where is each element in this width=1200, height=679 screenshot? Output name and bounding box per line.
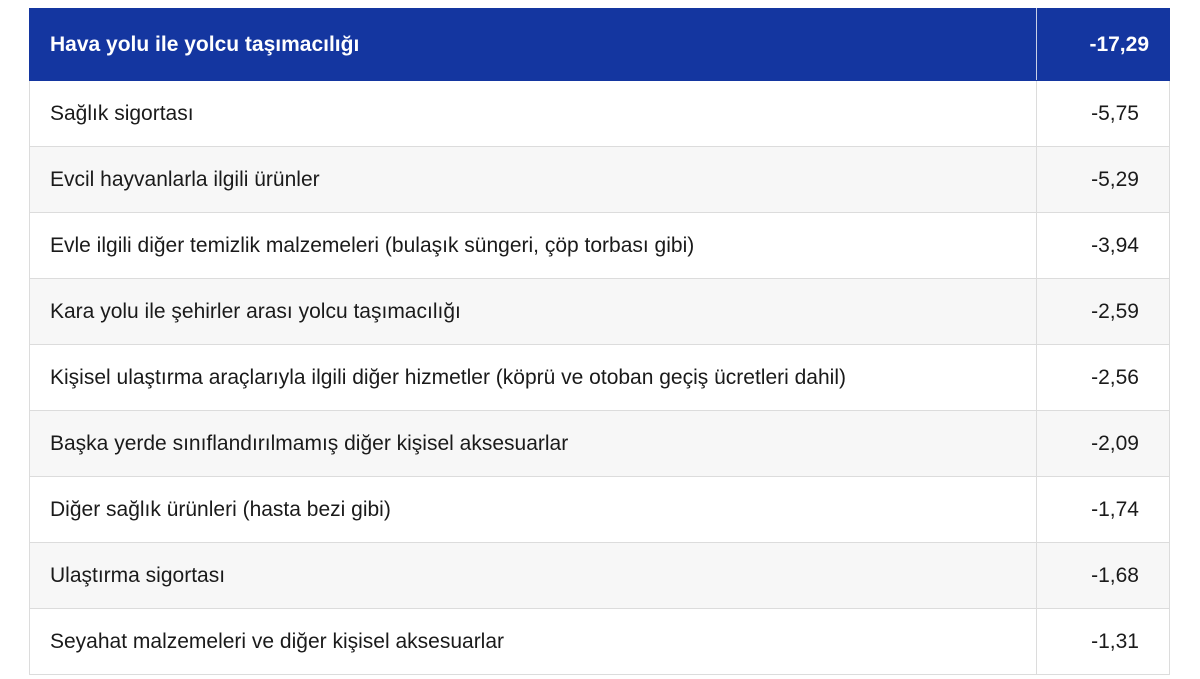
table-row: Sağlık sigortası -5,75 — [29, 80, 1170, 147]
row-value: -2,09 — [1036, 410, 1170, 477]
table-row: Kara yolu ile şehirler arası yolcu taşım… — [29, 278, 1170, 345]
table-row: Evcil hayvanlarla ilgili ürünler -5,29 — [29, 146, 1170, 213]
row-label: Sağlık sigortası — [29, 80, 1037, 147]
table-header-row: Hava yolu ile yolcu taşımacılığı -17,29 — [29, 8, 1170, 81]
row-value: -5,75 — [1036, 80, 1170, 147]
row-label: Diğer sağlık ürünleri (hasta bezi gibi) — [29, 476, 1037, 543]
row-label: Evle ilgili diğer temizlik malzemeleri (… — [29, 212, 1037, 279]
table-row: Başka yerde sınıflandırılmamış diğer kiş… — [29, 410, 1170, 477]
row-value: -2,59 — [1036, 278, 1170, 345]
row-label: Evcil hayvanlarla ilgili ürünler — [29, 146, 1037, 213]
table-row: Seyahat malzemeleri ve diğer kişisel aks… — [29, 608, 1170, 675]
row-value: -1,31 — [1036, 608, 1170, 675]
table-row: Kişisel ulaştırma araçlarıyla ilgili diğ… — [29, 344, 1170, 411]
table-row: Diğer sağlık ürünleri (hasta bezi gibi) -… — [29, 476, 1170, 543]
row-label: Seyahat malzemeleri ve diğer kişisel aks… — [29, 608, 1037, 675]
row-value: -5,29 — [1036, 146, 1170, 213]
row-value: -3,94 — [1036, 212, 1170, 279]
row-value: -2,56 — [1036, 344, 1170, 411]
row-value: -1,74 — [1036, 476, 1170, 543]
row-label: Başka yerde sınıflandırılmamış diğer kiş… — [29, 410, 1037, 477]
header-label: Hava yolu ile yolcu taşımacılığı — [29, 8, 1037, 81]
table-row: Evle ilgili diğer temizlik malzemeleri (… — [29, 212, 1170, 279]
price-change-table: Hava yolu ile yolcu taşımacılığı -17,29 … — [29, 8, 1170, 675]
table-row: Ulaştırma sigortası -1,68 — [29, 542, 1170, 609]
row-label: Kişisel ulaştırma araçlarıyla ilgili diğ… — [29, 344, 1037, 411]
header-value: -17,29 — [1036, 8, 1170, 81]
row-label: Ulaştırma sigortası — [29, 542, 1037, 609]
row-value: -1,68 — [1036, 542, 1170, 609]
row-label: Kara yolu ile şehirler arası yolcu taşım… — [29, 278, 1037, 345]
